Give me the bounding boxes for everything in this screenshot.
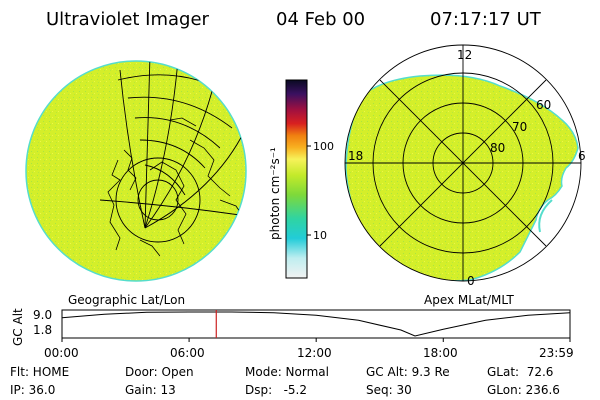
- alt-xtick-0000: 00:00: [44, 346, 79, 360]
- alt-ytick-low: 1.8: [33, 323, 52, 337]
- geographic-map: Geographic Lat/Lon: [25, 60, 247, 307]
- polar-grid: [344, 44, 582, 282]
- mlt-label-0: 0: [467, 274, 475, 288]
- colorbar: 100 10 photon cm⁻²s⁻¹: [268, 79, 334, 279]
- colorbar-tick-label-10: 10: [313, 229, 327, 242]
- status-door: Door: Open: [125, 365, 194, 379]
- geo-grid-lines: [99, 61, 246, 243]
- alt-series-line: [61, 311, 571, 337]
- geo-coastlines: [107, 117, 245, 257]
- lat-label-60: 60: [536, 98, 551, 112]
- lat-label-80: 80: [490, 141, 505, 155]
- polar-caption: Apex MLat/MLT: [424, 293, 514, 307]
- mlt-label-18: 18: [348, 149, 363, 163]
- header-date: 04 Feb 00: [276, 9, 365, 30]
- alt-ytick-high: 9.0: [33, 308, 52, 322]
- polar-oval-fragment: [538, 199, 553, 233]
- status-gc-alt: GC Alt: 9.3 Re: [366, 365, 450, 379]
- status-glon: GLon: 236.6: [487, 383, 560, 397]
- colorbar-scale: [285, 79, 308, 279]
- status-seq: Seq: 30: [366, 383, 412, 397]
- alt-ylabel: GC Alt: [11, 308, 25, 346]
- geo-map-caption: Geographic Lat/Lon: [68, 293, 185, 307]
- mlt-label-6: 6: [578, 149, 586, 163]
- status-readouts: Flt: HOME IP: 36.0 Door: Open Gain: 13 M…: [10, 365, 560, 397]
- status-mode: Mode: Normal: [245, 365, 329, 379]
- header-time: 07:17:17 UT: [430, 9, 542, 30]
- mlt-label-12: 12: [457, 48, 472, 62]
- alt-xtick-2359: 23:59: [539, 346, 574, 360]
- status-gain: Gain: 13: [125, 383, 176, 397]
- status-ip: IP: 36.0: [10, 383, 55, 397]
- polar-plot: 12 18 6 0 60 70 80 Apex MLat/MLT: [344, 44, 586, 307]
- alt-xtick-1800: 18:00: [423, 346, 458, 360]
- alt-plot-frame: [61, 309, 571, 339]
- colorbar-label: photon cm⁻²s⁻¹: [268, 147, 282, 240]
- status-flt: Flt: HOME: [10, 365, 69, 379]
- instrument-title: Ultraviolet Imager: [46, 9, 210, 30]
- alt-xtick-0600: 06:00: [170, 346, 205, 360]
- status-glat: GLat: 72.6: [487, 365, 553, 379]
- status-dsp: Dsp: -5.2: [245, 383, 307, 397]
- polar-spoke-diag2: [379, 79, 547, 247]
- colorbar-tick-label-100: 100: [313, 140, 334, 153]
- altitude-panel: GC Alt 9.0 1.8 00:00 06:00 12:00 18:00 2…: [11, 308, 574, 360]
- lat-label-70: 70: [512, 120, 527, 134]
- alt-xtick-1200: 12:00: [297, 346, 332, 360]
- alt-tick-marks: [61, 338, 571, 342]
- geo-emission-disk: [25, 60, 247, 282]
